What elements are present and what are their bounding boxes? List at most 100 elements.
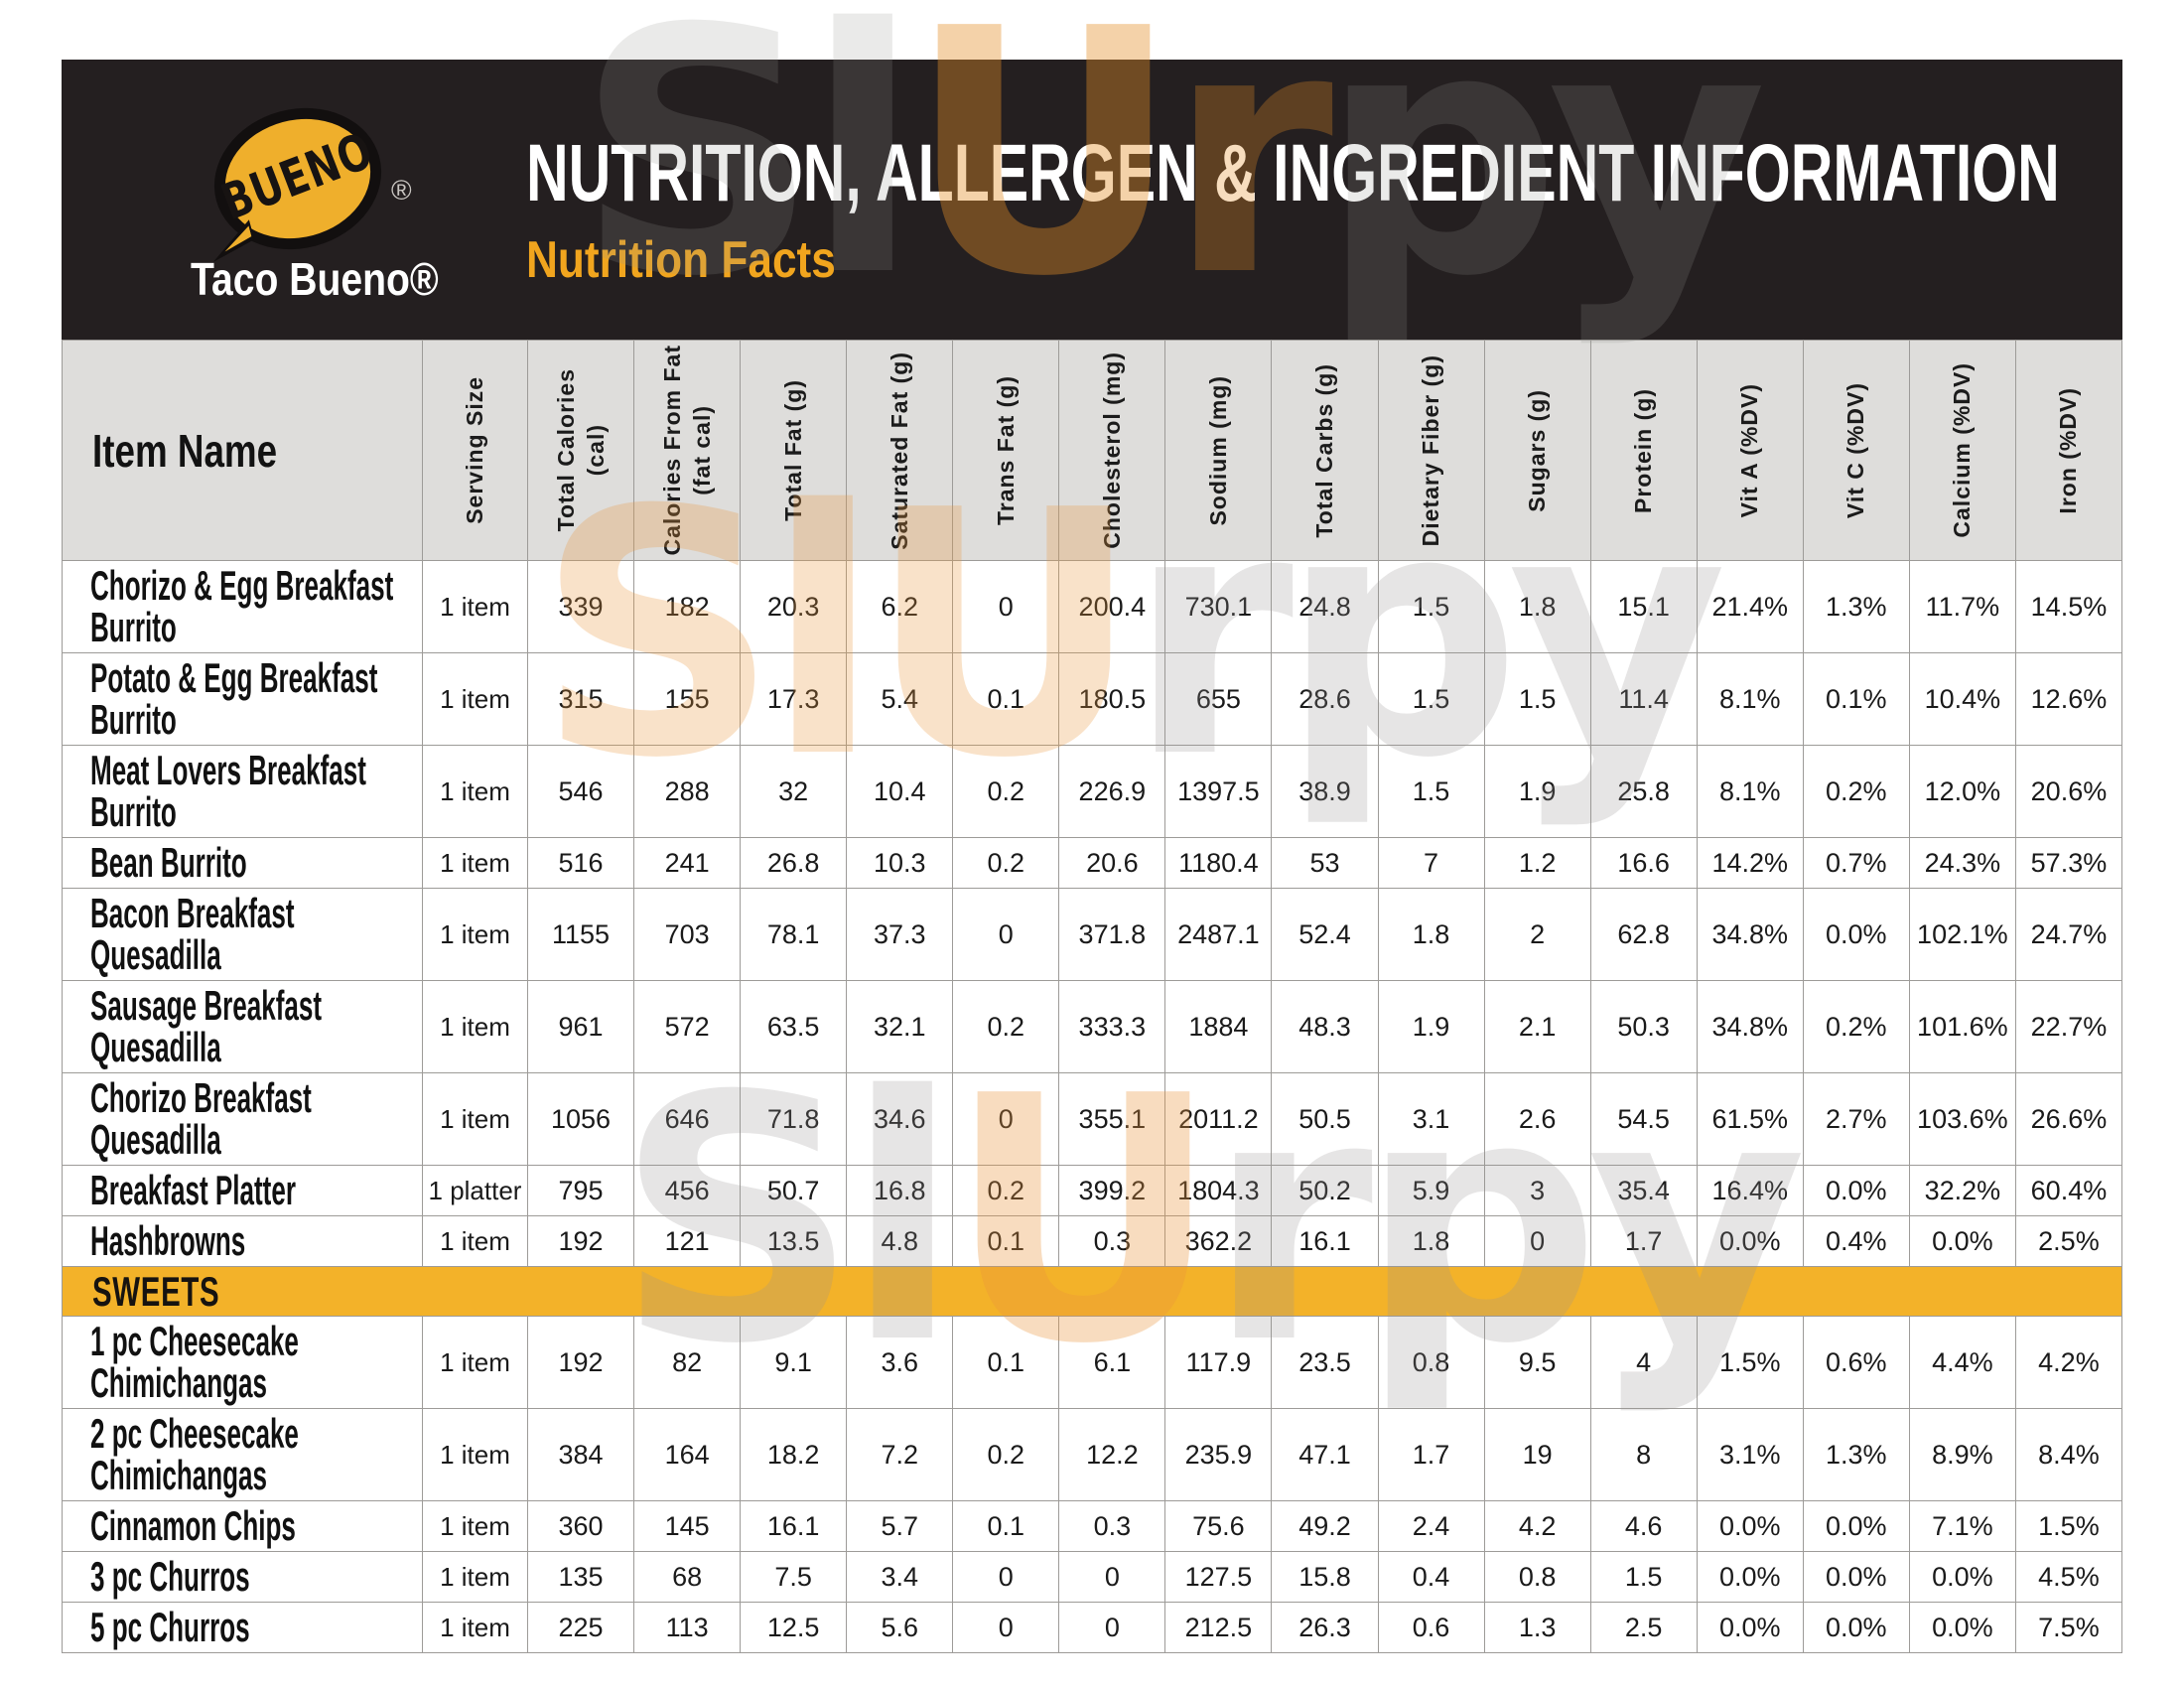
value-cell: 16.1: [740, 1500, 848, 1552]
value-cell: 2.1: [1483, 980, 1591, 1073]
value-cell: 52.4: [1271, 888, 1379, 981]
value-cell: 0.3: [1058, 1215, 1166, 1267]
table-row: Cinnamon Chips 1 item 360 145 16.1 5.7 0.1 0.…: [62, 1500, 2123, 1552]
value-cell: 0: [1483, 1215, 1591, 1267]
value-cell: 47.1: [1271, 1408, 1379, 1501]
value-cell: 19: [1483, 1408, 1591, 1501]
value-cell: 226.9: [1058, 745, 1166, 838]
value-cell: 0.2: [952, 837, 1060, 889]
value-cell: 546: [526, 745, 635, 838]
value-cell: 1.9: [1483, 745, 1591, 838]
value-cell: 12.6%: [2014, 652, 2123, 746]
value-cell: 26.8: [740, 837, 848, 889]
value-cell: 21.4%: [1696, 560, 1804, 653]
value-cell: 1.9: [1377, 980, 1485, 1073]
brand-name: Taco Bueno®: [191, 253, 439, 305]
table-row: Meat Lovers Breakfast Burrito 1 item 546…: [62, 745, 2123, 838]
item-name: Chorizo Breakfast Quesadilla: [90, 1074, 312, 1163]
value-cell: 20.3: [740, 560, 848, 653]
value-cell: 333.3: [1058, 980, 1166, 1073]
value-cell: 71.8: [740, 1072, 848, 1166]
item-name: Bacon Breakfast Quesadilla: [90, 890, 295, 978]
value-cell: 2011.2: [1164, 1072, 1273, 1166]
value-cell: 102.1%: [1908, 888, 2016, 981]
logo-bubble-icon: BUENO: [198, 89, 398, 268]
value-cell: 0.8: [1377, 1316, 1485, 1409]
item-name: 2 pc Cheesecake Chimichangas: [90, 1410, 299, 1498]
value-cell: 1.3: [1483, 1602, 1591, 1653]
value-cell: 182: [633, 560, 742, 653]
item-name: 5 pc Churros: [90, 1604, 250, 1650]
value-cell: 50.5: [1271, 1072, 1379, 1166]
value-cell: 9.5: [1483, 1316, 1591, 1409]
value-cell: 0.3: [1058, 1500, 1166, 1552]
value-cell: 34.8%: [1696, 980, 1804, 1073]
table-row: Bean Burrito 1 item 516 241 26.8 10.3 0.2 20.…: [62, 837, 2123, 889]
column-header: Serving Size: [422, 340, 528, 561]
value-cell: 20.6: [1058, 837, 1166, 889]
value-cell: 3.1: [1377, 1072, 1485, 1166]
value-cell: 795: [526, 1165, 635, 1216]
nutrition-table: Item Name Serving Size Total Calories (cal…: [62, 340, 2123, 1653]
value-cell: 117.9: [1164, 1316, 1273, 1409]
value-cell: 8.4%: [2014, 1408, 2123, 1501]
value-cell: 32.2%: [1908, 1165, 2016, 1216]
value-cell: 7.5%: [2014, 1602, 2123, 1653]
section-label: SWEETS: [92, 1267, 220, 1315]
value-cell: 5.7: [846, 1500, 954, 1552]
value-cell: 1.5%: [2014, 1500, 2123, 1552]
value-cell: 1.5: [1377, 560, 1485, 653]
value-cell: 1884: [1164, 980, 1273, 1073]
value-cell: 180.5: [1058, 652, 1166, 746]
value-cell: 4: [1589, 1316, 1698, 1409]
value-cell: 2.6: [1483, 1072, 1591, 1166]
item-name-cell: 1 pc Cheesecake Chimichangas: [62, 1316, 423, 1409]
section-row: SWEETS: [62, 1266, 2122, 1317]
serving-size-cell: 1 item: [422, 1551, 528, 1603]
value-cell: 0: [952, 888, 1060, 981]
value-cell: 0.1: [952, 1500, 1060, 1552]
value-cell: 3: [1483, 1165, 1591, 1216]
value-cell: 212.5: [1164, 1602, 1273, 1653]
item-name-cell: Breakfast Platter: [62, 1165, 423, 1216]
value-cell: 0.0%: [1802, 1551, 1910, 1603]
value-cell: 155: [633, 652, 742, 746]
value-cell: 0.6%: [1802, 1316, 1910, 1409]
item-name-cell: Meat Lovers Breakfast Burrito: [62, 745, 423, 838]
value-cell: 0.0%: [1802, 1602, 1910, 1653]
value-cell: 0.8: [1483, 1551, 1591, 1603]
value-cell: 2.5%: [2014, 1215, 2123, 1267]
value-cell: 3.1%: [1696, 1408, 1804, 1501]
value-cell: 384: [526, 1408, 635, 1501]
item-name: Sausage Breakfast Quesadilla: [90, 982, 323, 1070]
value-cell: 4.6: [1589, 1500, 1698, 1552]
item-name: Potato & Egg Breakfast Burrito: [90, 654, 378, 743]
item-name: Meat Lovers Breakfast Burrito: [90, 747, 366, 835]
value-cell: 121: [633, 1215, 742, 1267]
value-cell: 399.2: [1058, 1165, 1166, 1216]
value-cell: 961: [526, 980, 635, 1073]
value-cell: 0.0%: [1802, 888, 1910, 981]
sheet-content: BUENO ® Taco Bueno® NUTRITION, ALLERGEN …: [62, 60, 2123, 1653]
value-cell: 1.8: [1377, 888, 1485, 981]
value-cell: 241: [633, 837, 742, 889]
value-cell: 61.5%: [1696, 1072, 1804, 1166]
value-cell: 16.6: [1589, 837, 1698, 889]
column-header: Vit A (%DV): [1696, 340, 1804, 561]
item-name-cell: Cinnamon Chips: [62, 1500, 423, 1552]
value-cell: 0.2%: [1802, 745, 1910, 838]
value-cell: 5.9: [1377, 1165, 1485, 1216]
value-cell: 0.1%: [1802, 652, 1910, 746]
value-cell: 0: [1058, 1602, 1166, 1653]
value-cell: 7.1%: [1908, 1500, 2016, 1552]
value-cell: 32: [740, 745, 848, 838]
value-cell: 78.1: [740, 888, 848, 981]
value-cell: 9.1: [740, 1316, 848, 1409]
value-cell: 6.2: [846, 560, 954, 653]
value-cell: 355.1: [1058, 1072, 1166, 1166]
column-header: Protein (g): [1589, 340, 1698, 561]
item-name: Hashbrowns: [90, 1217, 246, 1264]
column-header: Cholesterol (mg): [1058, 340, 1166, 561]
serving-size-cell: 1 item: [422, 1602, 528, 1653]
